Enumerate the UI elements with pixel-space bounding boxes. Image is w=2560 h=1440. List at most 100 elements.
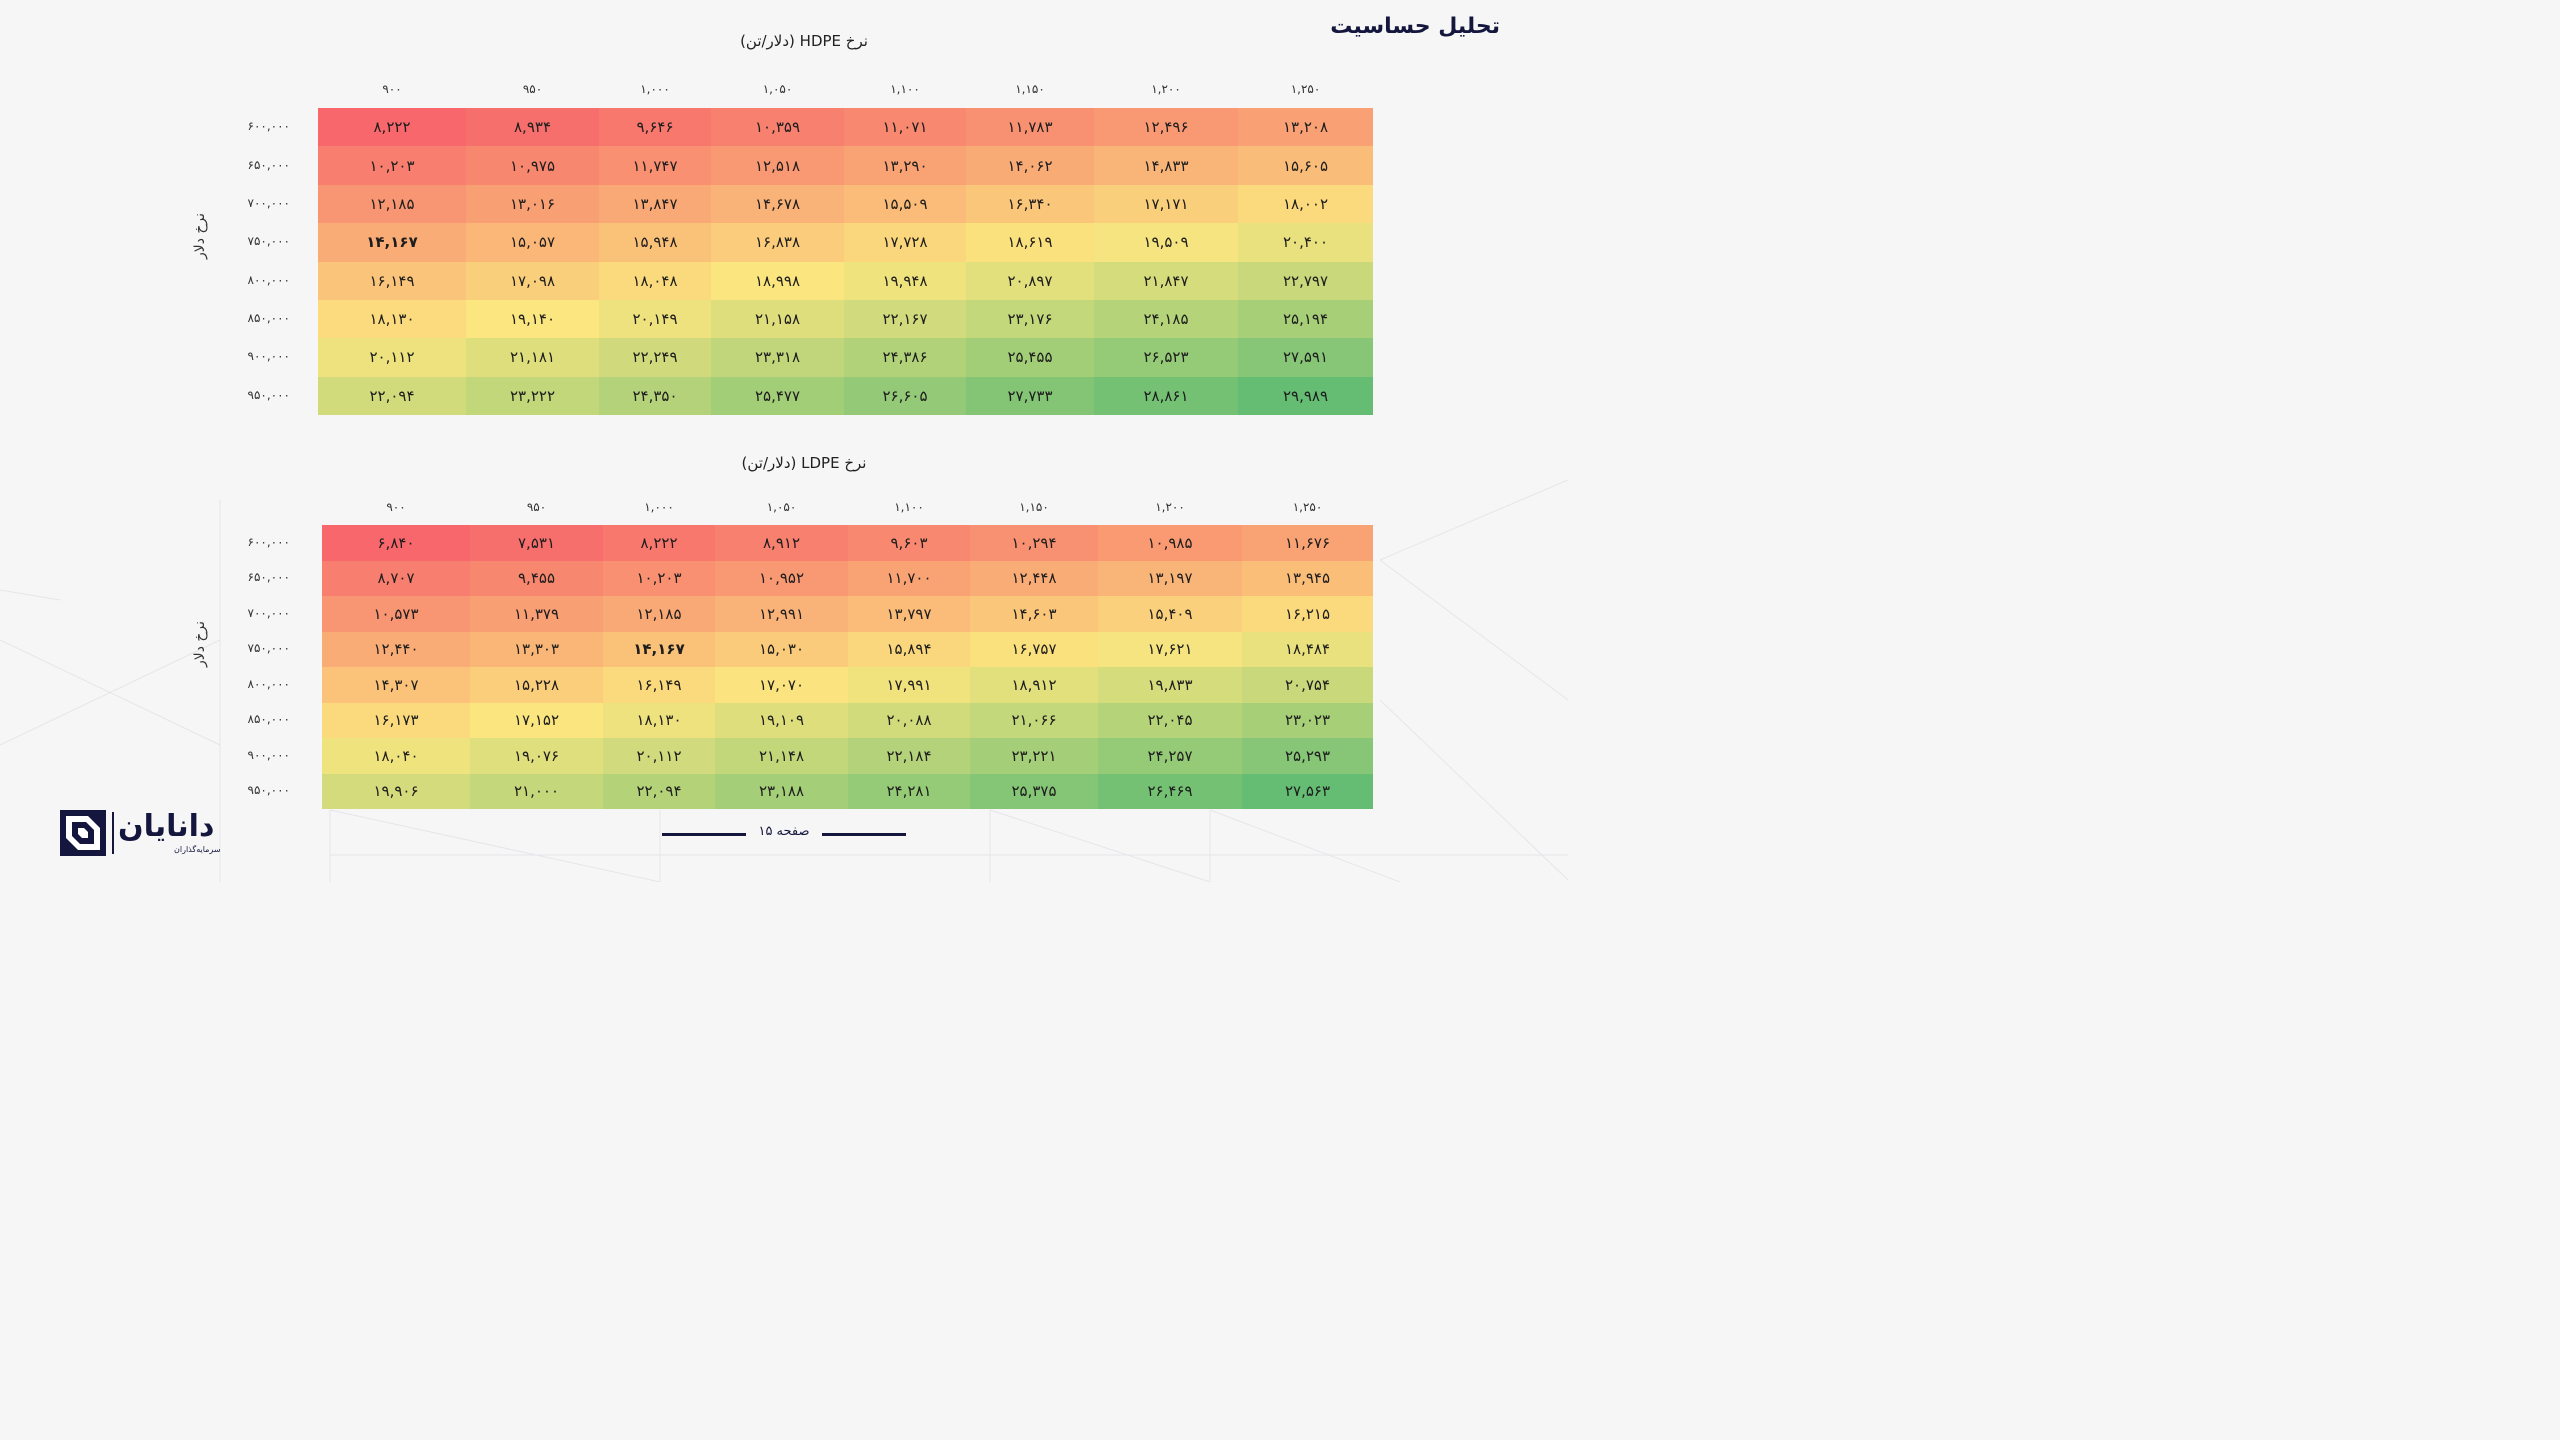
heatmap-cell: ۱۴,۳۰۷ <box>322 667 470 703</box>
row-header: ۸۰۰,۰۰۰ <box>247 272 291 287</box>
heatmap-cell: ۲۲,۰۹۴ <box>603 773 715 809</box>
heatmap-cell: ۱۲,۵۱۸ <box>711 146 844 185</box>
heatmap-cell: ۱۹,۱۴۰ <box>466 299 599 339</box>
heatmap-cell: ۲۸,۸۶۱ <box>1094 376 1238 415</box>
heatmap-cell: ۱۹,۰۷۶ <box>470 738 603 774</box>
heatmap-cell: ۱۳,۷۹۷ <box>848 596 970 632</box>
heatmap-cell: ۲۷,۵۹۱ <box>1238 338 1373 377</box>
logo-name: دانایان <box>118 809 215 844</box>
heatmap-cell: ۱۳,۲۰۸ <box>1238 108 1373 147</box>
column-header: ۹۰۰ <box>386 500 406 514</box>
heatmap-cell: ۹,۶۰۳ <box>848 525 970 561</box>
heatmap-cell: ۲۲,۷۹۷ <box>1238 261 1373 300</box>
heatmap-cell: ۲۷,۵۶۳ <box>1242 773 1373 809</box>
heatmap-cell: ۲۰,۱۱۲ <box>318 338 466 377</box>
heatmap-cell: ۶,۸۴۰ <box>322 525 470 561</box>
heatmap-cell: ۱۵,۰۳۰ <box>715 631 848 667</box>
heatmap-cell: ۱۸,۱۳۰ <box>318 299 466 339</box>
heatmap-cell: ۱۱,۷۸۳ <box>966 108 1094 147</box>
sensitivity-table-hdpe: نرخ HDPE (دلار/تن) نرخ دلار ۹۰۰ ۹۵۰ ۱,۰۰۰ ۱… <box>0 0 1568 430</box>
heatmap-cell: ۱۸,۰۴۸ <box>599 261 711 300</box>
sensitivity-table-ldpe: نرخ LDPE (دلار/تن) نرخ دلار ۹۰۰ ۹۵۰ ۱,۰۰۰ ۱… <box>0 0 1568 820</box>
heatmap-cell: ۱۰,۲۹۴ <box>970 525 1098 561</box>
heatmap-cell: ۲۱,۱۸۱ <box>466 338 599 377</box>
heatmap-cell: ۱۵,۲۲۸ <box>470 667 603 703</box>
heatmap-cell: ۱۲,۴۹۶ <box>1094 108 1238 147</box>
row-header: ۶۵۰,۰۰۰ <box>247 157 291 172</box>
heatmap-cell: ۷,۵۳۱ <box>470 525 603 561</box>
heatmap-cell: ۱۸,۹۱۲ <box>970 667 1098 703</box>
heatmap-cell: ۱۶,۱۷۳ <box>322 702 470 738</box>
row-header: ۹۵۰,۰۰۰ <box>247 387 291 402</box>
row-header: ۹۵۰,۰۰۰ <box>247 783 291 798</box>
heatmap-cell: ۱۸,۰۴۰ <box>322 738 470 774</box>
heatmap-cell: ۱۴,۶۷۸ <box>711 184 844 224</box>
heatmap-cell: ۸,۲۲۲ <box>318 108 466 147</box>
column-header: ۹۵۰ <box>526 500 547 514</box>
heatmap-cell: ۱۷,۱۷۱ <box>1094 184 1238 224</box>
column-header: ۱,۲۵۰ <box>1290 82 1321 96</box>
column-header: ۱,۲۵۰ <box>1292 500 1323 514</box>
heatmap-cell: ۱۵,۶۰۵ <box>1238 146 1373 185</box>
heatmap-cell: ۲۱,۱۵۸ <box>711 299 844 339</box>
heatmap-cell: ۸,۹۳۴ <box>466 108 599 147</box>
heatmap-cell: ۱۳,۰۱۶ <box>466 184 599 224</box>
heatmap-cell: ۱۲,۴۴۸ <box>970 560 1098 596</box>
heatmap-cell: ۲۷,۷۳۳ <box>966 376 1094 415</box>
heatmap-cell: ۱۷,۹۹۱ <box>848 667 970 703</box>
heatmap-grid: ۶,۸۴۰ ۷,۵۳۱ ۸,۲۲۲ ۸,۹۱۲ ۹,۶۰۳ ۱۰,۲۹۴ ۱۰,۹۸۵ ۱۱,… <box>322 525 1373 809</box>
row-header: ۹۰۰,۰۰۰ <box>247 747 291 762</box>
heatmap-cell: ۲۰,۰۸۸ <box>848 702 970 738</box>
heatmap-cell: ۱۶,۷۵۷ <box>970 631 1098 667</box>
row-header: ۶۰۰,۰۰۰ <box>247 119 291 134</box>
heatmap-cell: ۲۵,۳۷۵ <box>970 773 1098 809</box>
heatmap-cell: ۲۳,۲۲۲ <box>466 376 599 415</box>
heatmap-cell: ۱۴,۱۶۷ <box>318 223 466 262</box>
heatmap-cell: ۱۹,۸۳۳ <box>1098 667 1242 703</box>
heatmap-cell: ۹,۴۵۵ <box>470 560 603 596</box>
heatmap-cell: ۱۱,۰۷۱ <box>844 108 966 147</box>
heatmap-cell: ۲۳,۰۲۳ <box>1242 702 1373 738</box>
row-header: ۹۰۰,۰۰۰ <box>247 349 291 364</box>
heatmap-cell: ۱۹,۹۴۸ <box>844 261 966 300</box>
column-header: ۹۵۰ <box>522 82 543 96</box>
heatmap-cell: ۱۳,۳۰۳ <box>470 631 603 667</box>
heatmap-cell: ۲۴,۱۸۵ <box>1094 299 1238 339</box>
heatmap-cell: ۱۰,۲۰۳ <box>318 146 466 185</box>
heatmap-cell: ۱۲,۴۴۰ <box>322 631 470 667</box>
heatmap-cell: ۱۴,۱۶۷ <box>603 631 715 667</box>
heatmap-cell: ۱۰,۳۵۹ <box>711 108 844 147</box>
heatmap-cell: ۱۴,۰۶۲ <box>966 146 1094 185</box>
column-header: ۱,۱۰۰ <box>890 82 920 96</box>
heatmap-cell: ۸,۷۰۷ <box>322 560 470 596</box>
heatmap-cell: ۱۳,۸۴۷ <box>599 184 711 224</box>
heatmap-cell: ۱۸,۱۳۰ <box>603 702 715 738</box>
row-header: ۸۵۰,۰۰۰ <box>247 311 291 326</box>
heatmap-cell: ۱۰,۹۵۲ <box>715 560 848 596</box>
column-header: ۱,۲۰۰ <box>1155 500 1185 514</box>
heatmap-cell: ۲۳,۳۱۸ <box>711 338 844 377</box>
heatmap-cell: ۲۰,۴۰۰ <box>1238 223 1373 262</box>
heatmap-cell: ۲۵,۴۷۷ <box>711 376 844 415</box>
column-header: ۱,۱۵۰ <box>1019 500 1049 514</box>
heatmap-cell: ۱۵,۹۴۸ <box>599 223 711 262</box>
heatmap-cell: ۲۲,۱۸۴ <box>848 738 970 774</box>
row-header: ۷۰۰,۰۰۰ <box>247 605 291 620</box>
heatmap-cell: ۱۵,۸۹۴ <box>848 631 970 667</box>
heatmap-cell: ۲۶,۶۰۵ <box>844 376 966 415</box>
heatmap-cell: ۱۸,۹۹۸ <box>711 261 844 300</box>
heatmap-cell: ۱۷,۷۲۸ <box>844 223 966 262</box>
column-header: ۱,۲۰۰ <box>1151 82 1181 96</box>
heatmap-cell: ۱۷,۰۹۸ <box>466 261 599 300</box>
heatmap-cell: ۲۴,۲۵۷ <box>1098 738 1242 774</box>
heatmap-cell: ۲۴,۲۸۱ <box>848 773 970 809</box>
column-header: ۱,۱۵۰ <box>1015 82 1045 96</box>
heatmap-cell: ۲۵,۲۹۳ <box>1242 738 1373 774</box>
heatmap-cell: ۲۰,۸۹۷ <box>966 261 1094 300</box>
heatmap-cell: ۱۱,۷۰۰ <box>848 560 970 596</box>
heatmap-cell: ۹,۶۴۶ <box>599 108 711 147</box>
heatmap-cell: ۲۰,۷۵۴ <box>1242 667 1373 703</box>
row-header: ۸۵۰,۰۰۰ <box>247 712 291 727</box>
heatmap-cell: ۱۰,۹۸۵ <box>1098 525 1242 561</box>
company-logo: دانایان سرمایه‌گذاران <box>58 808 221 864</box>
